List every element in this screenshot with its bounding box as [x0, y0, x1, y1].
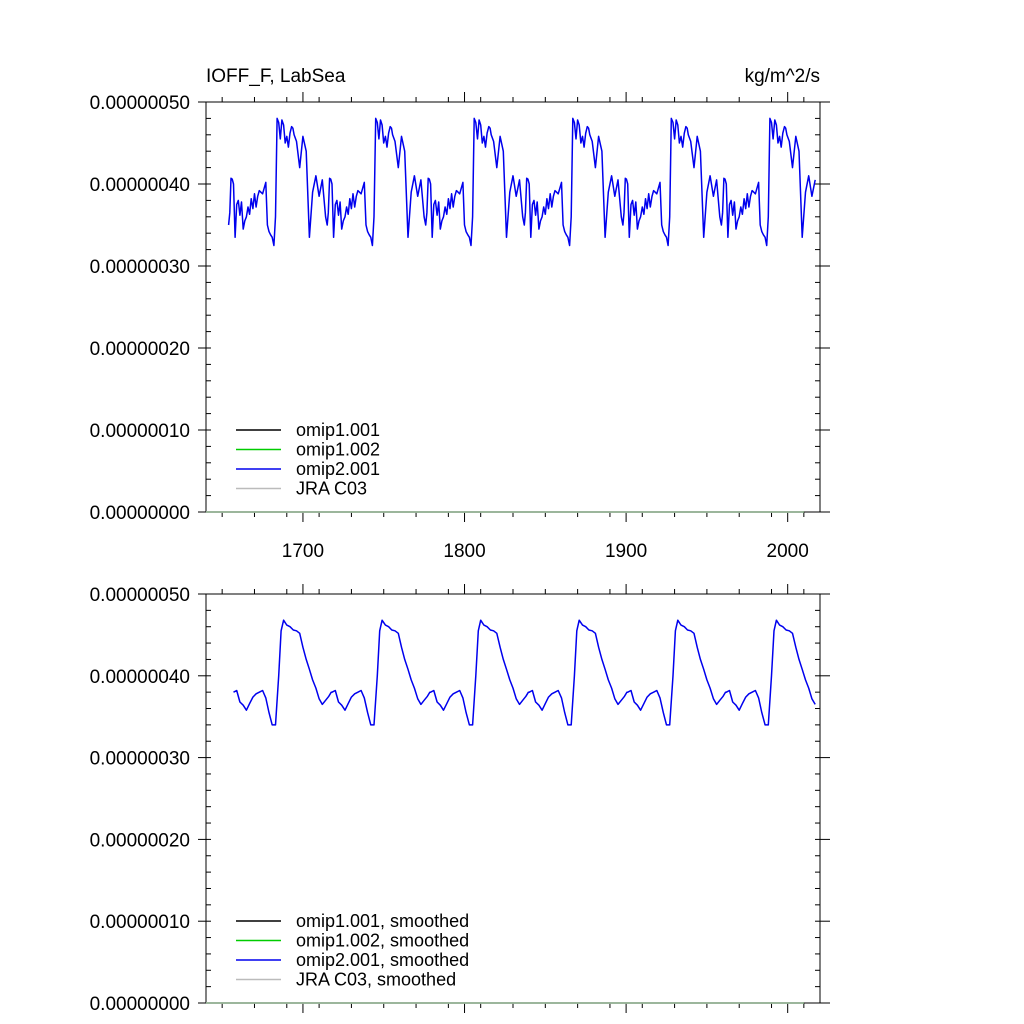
- y-tick-label: 0.00000020: [90, 339, 190, 360]
- y-tick-label: 0.00000000: [90, 994, 190, 1015]
- legend-label: omip2.001, smoothed: [296, 950, 469, 970]
- y-tick-label: 0.00000010: [90, 912, 190, 933]
- legend-label: JRA C03, smoothed: [296, 970, 456, 990]
- y-tick-label: 0.00000020: [90, 830, 190, 851]
- y-tick-label: 0.00000050: [90, 93, 190, 114]
- legend-label: omip2.001: [296, 459, 380, 479]
- chart-title: IOFF_F, LabSea: [206, 66, 346, 87]
- series-line-3: [227, 117, 816, 247]
- x-tick-label: 1700: [282, 541, 324, 562]
- y-tick-label: 0.00000040: [90, 175, 190, 196]
- y-tick-label: 0.00000040: [90, 667, 190, 688]
- x-tick-label: 1800: [443, 541, 485, 562]
- legend-label: omip1.002, smoothed: [296, 931, 469, 951]
- chart-panel-2: 0.00000000 0.00000010 0.00000020 0.00000030…: [90, 584, 830, 1015]
- y-tick-label: 0.00000050: [90, 585, 190, 606]
- legend-label: omip1.001, smoothed: [296, 911, 469, 931]
- y-tick-label: 0.00000000: [90, 503, 190, 524]
- legend-label: omip1.001: [296, 420, 380, 440]
- legend-label: JRA C03: [296, 479, 367, 499]
- y-tick-label: 0.00000030: [90, 749, 190, 770]
- chart-panel-1: 0.00000000 0.00000010 0.00000020 0.00000030…: [90, 66, 830, 562]
- legend-label: omip1.002: [296, 440, 380, 460]
- y-tick-label: 0.00000010: [90, 421, 190, 442]
- series-line-3: [233, 619, 816, 726]
- y-tick-label: 0.00000030: [90, 257, 190, 278]
- x-tick-label: 1900: [605, 541, 647, 562]
- units-label: kg/m^2/s: [745, 66, 820, 87]
- x-tick-label: 2000: [767, 541, 809, 562]
